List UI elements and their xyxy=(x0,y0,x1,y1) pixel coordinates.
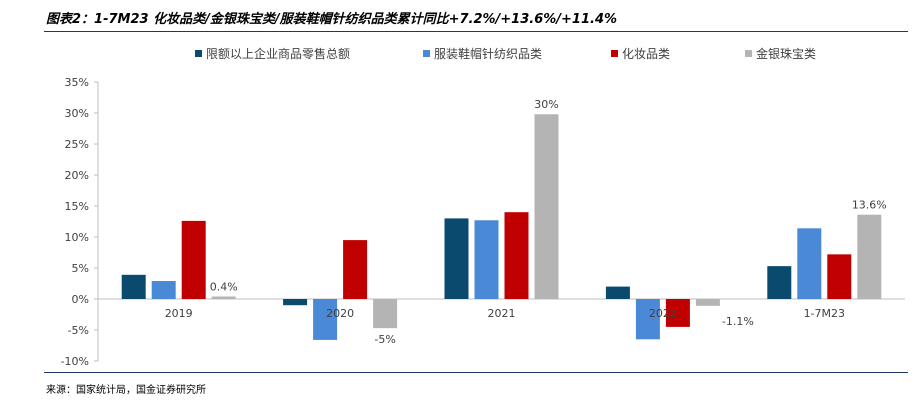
bar xyxy=(857,214,882,299)
legend-label: 限额以上企业商品零售总额 xyxy=(206,47,351,61)
bar xyxy=(211,296,236,299)
bar xyxy=(605,286,630,299)
x-tick-label: 2019 xyxy=(165,307,193,320)
bar xyxy=(797,228,822,299)
data-label: -1.1% xyxy=(722,315,754,328)
bar xyxy=(827,254,852,299)
bar xyxy=(474,220,499,299)
legend-label: 金银珠宝类 xyxy=(756,47,817,61)
bar xyxy=(504,212,529,299)
source-divider xyxy=(44,372,908,373)
legend-label: 化妆品类 xyxy=(622,47,671,61)
y-tick-label: 0% xyxy=(72,293,89,306)
x-tick-label: 2022 xyxy=(649,307,677,320)
y-tick-label: -5% xyxy=(68,324,89,337)
legend-swatch xyxy=(745,50,752,57)
x-tick-label: 2021 xyxy=(488,307,516,320)
y-tick-label: 35% xyxy=(65,76,89,89)
y-tick-label: 25% xyxy=(65,138,89,151)
legend-label: 服装鞋帽针纺织品类 xyxy=(434,47,543,61)
bar xyxy=(151,281,176,299)
bar xyxy=(373,299,398,329)
legend-swatch xyxy=(195,50,202,57)
chart-legend: 限额以上企业商品零售总额 服装鞋帽针纺织品类 化妆品类 金银珠宝类 xyxy=(0,45,922,61)
data-label: 30% xyxy=(534,98,558,111)
legend-swatch xyxy=(423,50,430,57)
bar xyxy=(181,220,206,299)
data-label: 13.6% xyxy=(852,199,887,212)
figure-title: 图表2：1-7M23 化妆品类/金银珠宝类/服装鞋帽针纺织品类累计同比+7.2%… xyxy=(46,12,618,27)
data-label: 0.4% xyxy=(210,281,238,294)
legend-item: 化妆品类 xyxy=(611,45,670,62)
bar xyxy=(767,266,792,299)
y-tick-label: 15% xyxy=(65,200,89,213)
bar xyxy=(534,114,559,300)
data-label: -5% xyxy=(374,333,395,346)
y-tick-label: 30% xyxy=(65,107,89,120)
bar xyxy=(121,274,146,299)
legend-item: 金银珠宝类 xyxy=(745,45,816,62)
bar xyxy=(343,240,368,299)
y-tick-label: 20% xyxy=(65,169,89,182)
legend-item: 限额以上企业商品零售总额 xyxy=(195,45,350,62)
x-tick-label: 1-7M23 xyxy=(804,307,845,320)
title-divider xyxy=(44,31,908,32)
bar xyxy=(283,299,308,306)
bar xyxy=(313,299,338,340)
y-tick-label: -10% xyxy=(61,355,89,368)
source-note: 来源：国家统计局，国金证券研究所 xyxy=(46,385,206,396)
bar xyxy=(695,299,720,306)
y-tick-label: 5% xyxy=(72,262,89,275)
bar xyxy=(444,218,469,299)
legend-swatch xyxy=(611,50,618,57)
y-tick-label: 10% xyxy=(65,231,89,244)
bar xyxy=(635,299,660,340)
bar xyxy=(665,299,690,327)
x-tick-label: 2020 xyxy=(326,307,354,320)
legend-item: 服装鞋帽针纺织品类 xyxy=(423,45,542,62)
